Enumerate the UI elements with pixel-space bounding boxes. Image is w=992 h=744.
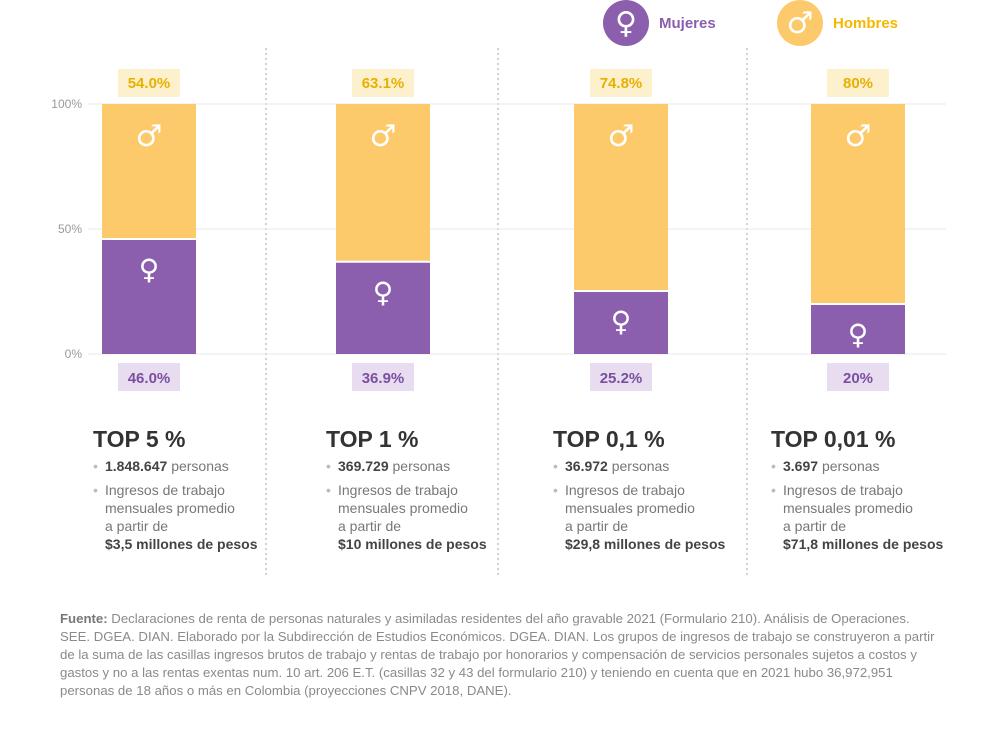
- label-bg-mujeres: [352, 363, 414, 391]
- group-info-top1: TOP 1 % • 369.729 personas • Ingresos de t…: [326, 426, 546, 553]
- bar-hombres: [574, 104, 668, 291]
- source-label: Fuente:: [60, 611, 108, 626]
- group-title: TOP 0,01 %: [771, 426, 896, 452]
- data-label-mujeres: 46.0%: [128, 370, 171, 387]
- label-bg-hombres: [352, 69, 414, 97]
- label-bg-mujeres: [590, 363, 652, 391]
- group-income: • Ingresos de trabajo mensuales promedio a …: [326, 482, 487, 552]
- data-label-hombres: 74.8%: [600, 75, 643, 92]
- bar-mujeres: [102, 239, 196, 354]
- legend-hombres-label: Hombres: [833, 14, 899, 32]
- source-text: Declaraciones de renta de personas natur…: [60, 611, 935, 698]
- label-bg-mujeres: [827, 363, 889, 391]
- data-label-hombres: 80%: [843, 75, 873, 92]
- group-income: • Ingresos de trabajo mensuales promedio a …: [771, 482, 944, 552]
- bar-hombres: [336, 104, 430, 262]
- data-label-hombres: 63.1%: [362, 75, 405, 92]
- source-note: Fuente: Declaraciones de renta de person…: [60, 610, 940, 700]
- bar-mujeres: [574, 291, 668, 354]
- legend-mujeres-label: Mujeres: [659, 14, 716, 32]
- group-people: • 36.972 personas: [553, 458, 670, 474]
- group-people: • 1.848.647 personas: [93, 458, 229, 474]
- female-symbol-icon: ♀: [373, 276, 394, 309]
- bar-mujeres: [811, 304, 905, 354]
- male-symbol-icon: ♂: [608, 119, 635, 154]
- data-label-mujeres: 36.9%: [362, 370, 405, 387]
- group-title: TOP 1 %: [326, 426, 419, 452]
- group-income: • Ingresos de trabajo mensuales promedio a …: [553, 482, 726, 552]
- label-bg-hombres: [590, 69, 652, 97]
- stacked-bar-chart: 0% 50% 100% ♂ ♀ 54.0% 46.0% ♂ ♀ 63.1% 36.9% ♂ ♀ 74.8%…: [51, 48, 946, 578]
- male-symbol-icon: ♂: [136, 119, 163, 154]
- bar-hombres: [102, 104, 196, 239]
- y-tick-label: 50%: [58, 222, 82, 236]
- group-info-top01: TOP 0,1 % • 36.972 personas • Ingresos de …: [553, 426, 773, 553]
- female-symbol-icon: ♀: [603, 0, 649, 46]
- group-income: • Ingresos de trabajo mensuales promedio a …: [93, 482, 258, 552]
- group-title: TOP 0,1 %: [553, 426, 665, 452]
- group-people: • 369.729 personas: [326, 458, 451, 474]
- male-symbol-icon: ♂: [845, 119, 872, 154]
- female-symbol-icon: ♀: [848, 318, 869, 351]
- female-symbol-icon: ♀: [611, 305, 632, 338]
- y-tick-label: 0%: [65, 347, 83, 361]
- data-label-mujeres: 20%: [843, 370, 873, 387]
- female-symbol-icon: ♀: [139, 253, 160, 286]
- y-tick-label: 100%: [51, 97, 82, 111]
- male-symbol-icon: ♂: [370, 119, 397, 154]
- label-bg-hombres: [118, 69, 180, 97]
- label-bg-mujeres: [118, 363, 180, 391]
- legend-hombres: ♂ Hombres: [777, 0, 898, 46]
- group-info-top001: TOP 0,01 % • 3.697 personas • Ingresos de …: [771, 426, 991, 553]
- data-label-hombres: 54.0%: [128, 75, 171, 92]
- label-bg-hombres: [827, 69, 889, 97]
- group-people: • 3.697 personas: [771, 458, 880, 474]
- data-label-mujeres: 25.2%: [600, 370, 643, 387]
- male-symbol-icon: ♂: [777, 0, 823, 46]
- bar-mujeres: [336, 261, 430, 354]
- bar-hombres: [811, 104, 905, 304]
- group-info-top5: TOP 5 % • 1.848.647 personas • Ingresos de…: [93, 426, 313, 553]
- legend-mujeres: ♀ Mujeres: [603, 0, 716, 46]
- group-title: TOP 5 %: [93, 426, 186, 452]
